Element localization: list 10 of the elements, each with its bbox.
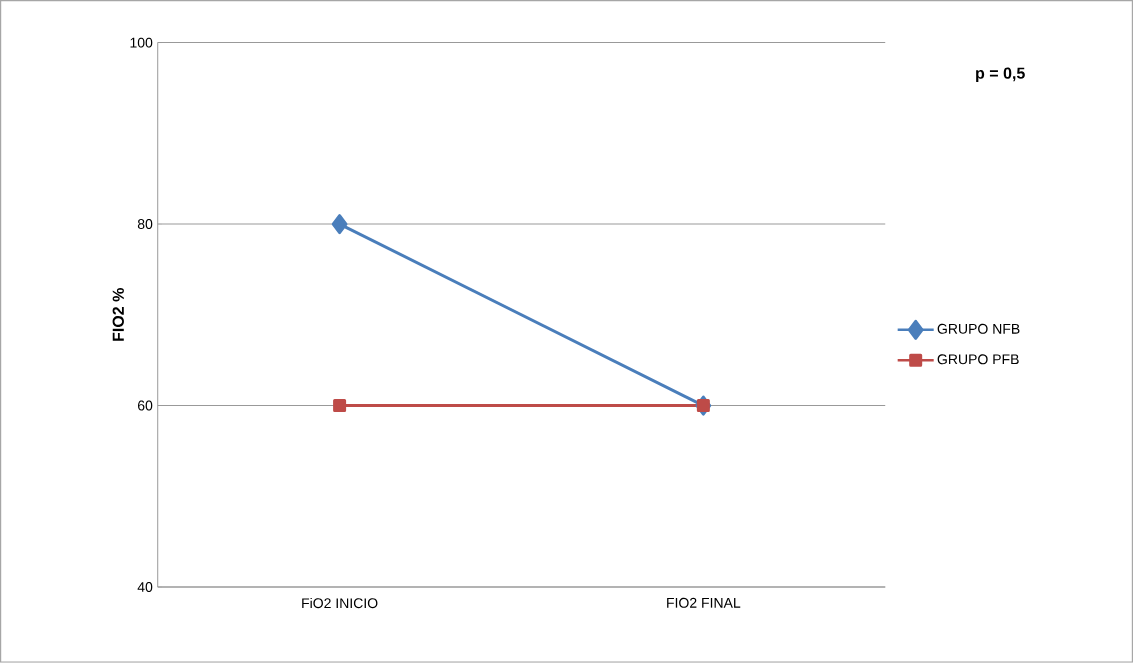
legend-label: GRUPO NFB (937, 324, 1020, 334)
y-axis-title: FIO2 % (112, 288, 124, 342)
legend-label: GRUPO PFB (937, 354, 1019, 365)
y-tick-label: 80 (137, 219, 153, 230)
x-tick-label: FiO2 INICIO (302, 598, 378, 609)
y-tick-label: 40 (137, 582, 153, 593)
x-tick-label: FIO2 FINAL (667, 598, 741, 608)
y-tick-label: 100 (130, 37, 153, 48)
text: p = 0,5 (976, 67, 1025, 83)
y-tick-label: 60 (137, 400, 153, 411)
